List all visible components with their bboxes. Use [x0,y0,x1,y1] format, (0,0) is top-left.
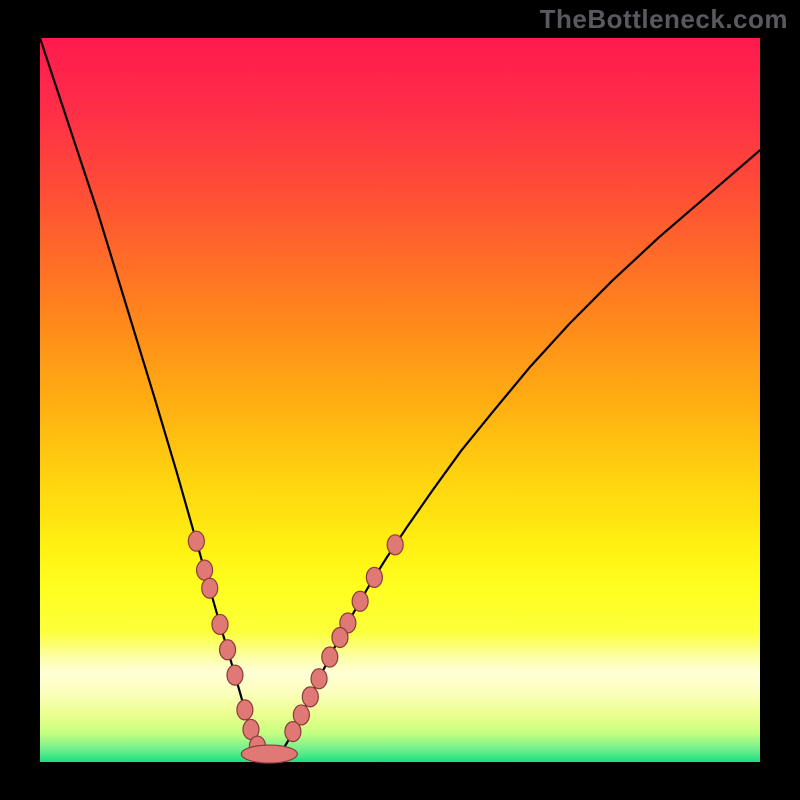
bottleneck-chart [0,0,800,800]
stage: TheBottleneck.com [0,0,800,800]
watermark-text: TheBottleneck.com [540,4,788,35]
